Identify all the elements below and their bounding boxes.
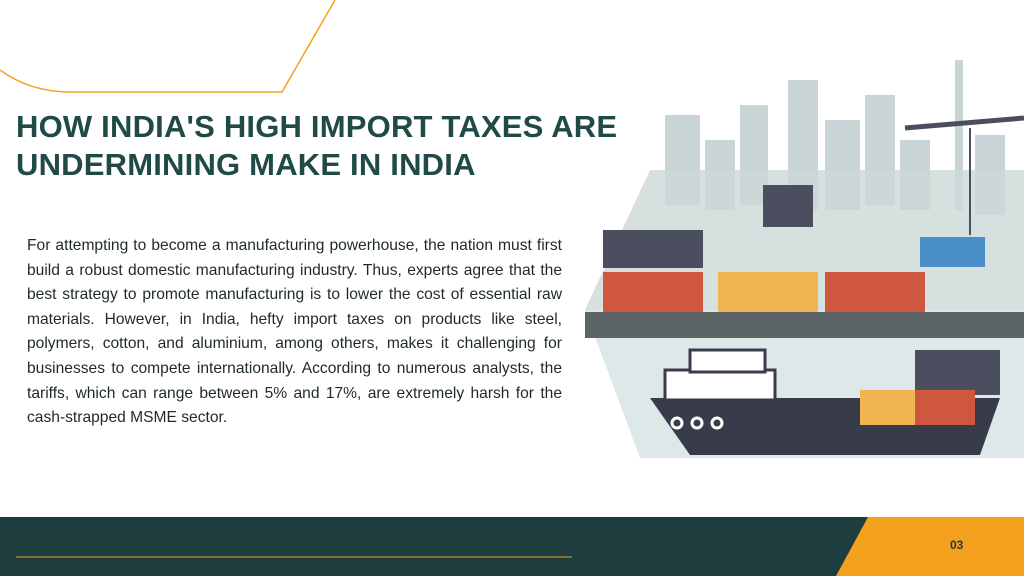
footer-accent [836, 517, 1024, 576]
slide-title: HOW INDIA'S HIGH IMPORT TAXES ARE UNDERM… [16, 109, 618, 182]
slide-body: For attempting to become a manufacturing… [27, 237, 562, 427]
page-number: 03 [950, 538, 964, 552]
accent-line [0, 0, 336, 93]
illustration [585, 60, 1024, 458]
